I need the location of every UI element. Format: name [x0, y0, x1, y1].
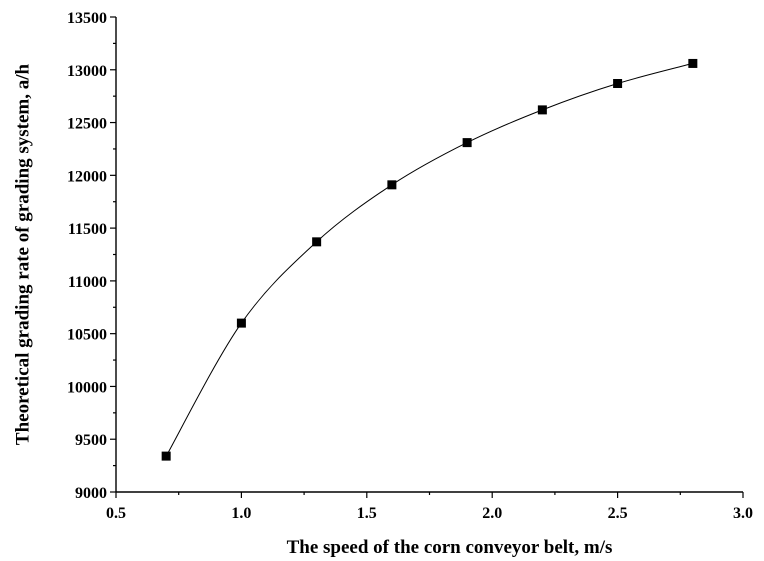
x-tick-label: 0.5 [106, 505, 126, 522]
data-point [688, 58, 698, 68]
y-tick-label: 11500 [68, 221, 107, 238]
y-tick-label: 10000 [67, 379, 107, 396]
y-tick-label: 13000 [67, 63, 107, 80]
y-tick-label: 10500 [67, 327, 107, 344]
y-axis-ticks: 9000 9500 10000 10500 11000 11500 12000 12500 13… [67, 10, 116, 502]
fitted-curve [165, 62, 693, 457]
axes [115, 17, 743, 493]
y-axis-title: Theoretical grading rate of grading syst… [12, 63, 33, 445]
data-point [236, 318, 246, 328]
data-point [537, 105, 547, 115]
x-axis-title: The speed of the corn conveyor belt, m/s [287, 537, 613, 558]
y-tick-label: 11000 [68, 274, 107, 291]
data-point [312, 237, 322, 247]
x-tick-label: 3.0 [733, 505, 753, 522]
data-point [161, 451, 171, 461]
y-tick-label: 12000 [67, 168, 107, 185]
x-tick-label: 1.0 [231, 505, 251, 522]
data-point [387, 180, 397, 190]
x-tick-label: 1.5 [357, 505, 377, 522]
x-axis-ticks: 0.5 1.0 1.5 2.0 2.5 3.0 [106, 492, 753, 522]
y-tick-label: 13500 [67, 10, 107, 27]
y-tick-label: 12500 [67, 116, 107, 133]
data-point [462, 138, 472, 148]
data-point [613, 79, 623, 88]
x-tick-label: 2.5 [608, 505, 628, 522]
x-tick-label: 2.0 [482, 505, 502, 522]
data-markers [161, 58, 698, 461]
y-tick-label: 9000 [75, 485, 107, 502]
y-tick-label: 9500 [75, 432, 107, 449]
